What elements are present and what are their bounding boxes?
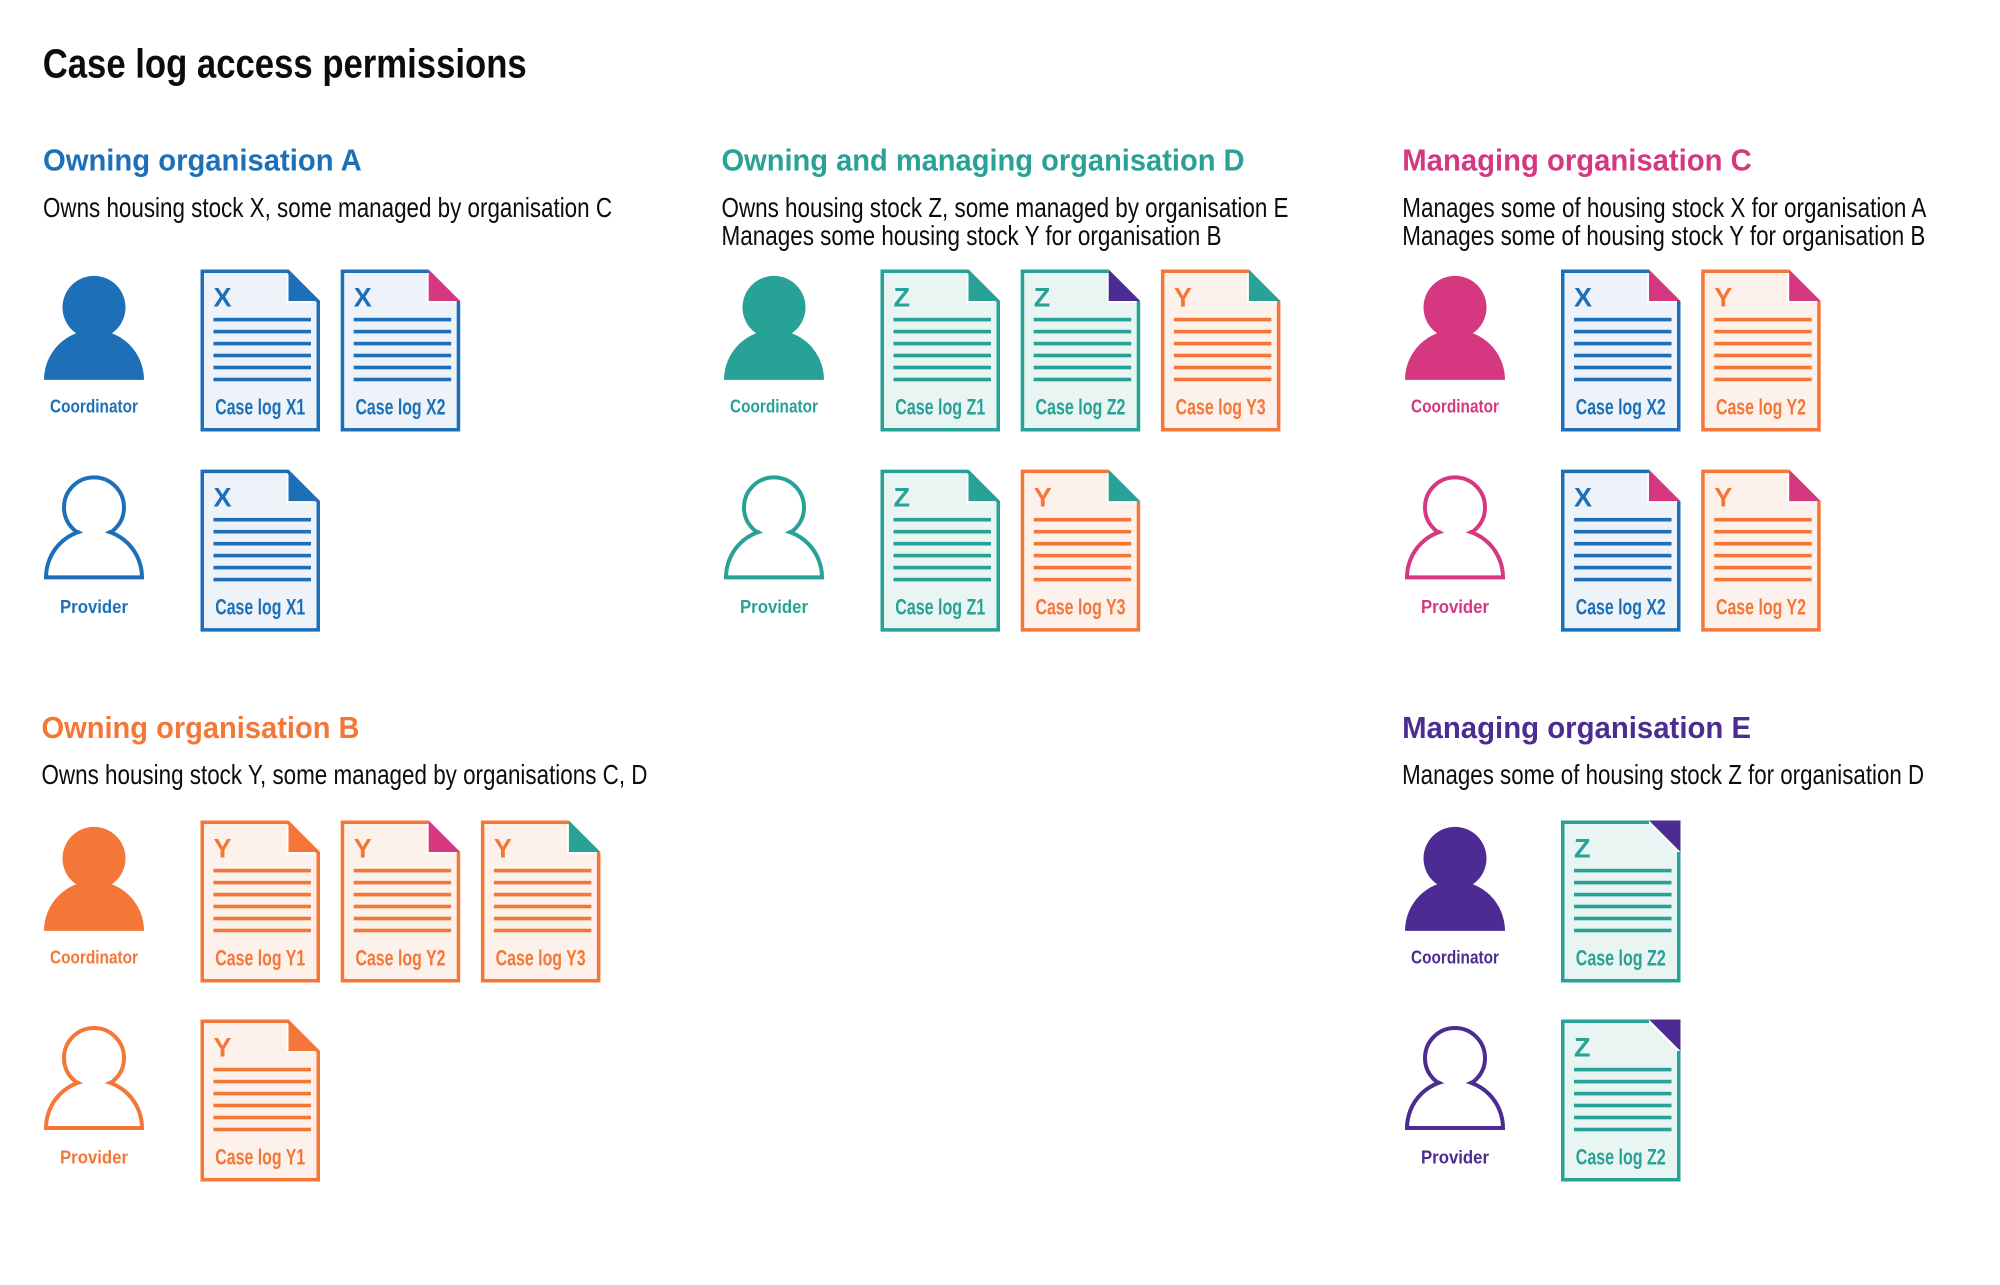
svg-text:Case log X2: Case log X2	[355, 395, 445, 420]
svg-text:Managing organisation C: Managing organisation C	[1402, 142, 1752, 177]
svg-text:Case log Y1: Case log Y1	[215, 1145, 305, 1170]
svg-text:Z: Z	[1574, 1033, 1591, 1063]
svg-text:Manages some of housing stock: Manages some of housing stock X for orga…	[1402, 192, 1927, 223]
svg-text:Managing organisation E: Managing organisation E	[1402, 710, 1751, 745]
svg-text:Z: Z	[1574, 834, 1591, 864]
svg-text:Y: Y	[1034, 483, 1052, 513]
svg-text:Case log Z2: Case log Z2	[1576, 946, 1666, 971]
svg-text:Owns housing stock Z, some man: Owns housing stock Z, some managed by or…	[722, 192, 1289, 223]
svg-text:Z: Z	[894, 483, 911, 513]
svg-text:Case log Y3: Case log Y3	[1035, 595, 1125, 620]
svg-text:Owning organisation A: Owning organisation A	[43, 142, 362, 177]
svg-text:Case log Z2: Case log Z2	[1576, 1145, 1666, 1170]
svg-text:Case log Y3: Case log Y3	[1176, 395, 1266, 420]
svg-text:Manages some of housing stock: Manages some of housing stock Y for orga…	[1402, 220, 1925, 251]
svg-text:Coordinator: Coordinator	[1411, 946, 1499, 967]
svg-text:Owns housing stock Y, some man: Owns housing stock Y, some managed by or…	[42, 759, 648, 790]
svg-text:Owning organisation B: Owning organisation B	[42, 710, 360, 745]
svg-text:Y: Y	[494, 834, 512, 864]
svg-text:Coordinator: Coordinator	[730, 395, 818, 416]
svg-text:Owning and managing organisati: Owning and managing organisation D	[722, 142, 1245, 177]
svg-text:Provider: Provider	[1421, 596, 1489, 617]
svg-text:X: X	[354, 283, 372, 313]
svg-text:Case log Y3: Case log Y3	[496, 946, 586, 971]
svg-text:Y: Y	[1714, 283, 1732, 313]
svg-text:Case log Y1: Case log Y1	[215, 946, 305, 971]
svg-text:Provider: Provider	[60, 1147, 128, 1168]
svg-text:Case log Z1: Case log Z1	[895, 595, 985, 620]
svg-text:X: X	[214, 483, 232, 513]
svg-text:Y: Y	[1714, 483, 1732, 513]
svg-text:Y: Y	[214, 1033, 232, 1063]
svg-text:Y: Y	[354, 834, 372, 864]
svg-text:Manages some of housing stock: Manages some of housing stock Z for orga…	[1402, 759, 1924, 790]
svg-text:Provider: Provider	[1421, 1147, 1489, 1168]
svg-text:Owns housing stock X, some man: Owns housing stock X, some managed by or…	[43, 192, 612, 223]
svg-text:Case log Y2: Case log Y2	[1716, 395, 1806, 420]
svg-text:Manages some housing stock Y f: Manages some housing stock Y for organis…	[722, 220, 1222, 251]
svg-text:Case log X1: Case log X1	[215, 595, 305, 620]
svg-text:Case log access permissions: Case log access permissions	[43, 40, 527, 86]
svg-text:X: X	[214, 283, 232, 313]
svg-text:Z: Z	[1034, 283, 1051, 313]
svg-text:Case log X2: Case log X2	[1576, 395, 1666, 420]
svg-text:Case log X1: Case log X1	[215, 395, 305, 420]
svg-text:Y: Y	[1174, 283, 1192, 313]
svg-text:Case log X2: Case log X2	[1576, 595, 1666, 620]
svg-text:X: X	[1574, 483, 1592, 513]
svg-text:X: X	[1574, 283, 1592, 313]
svg-text:Provider: Provider	[60, 596, 128, 617]
svg-text:Coordinator: Coordinator	[50, 946, 138, 967]
svg-text:Provider: Provider	[740, 596, 808, 617]
svg-text:Z: Z	[894, 283, 911, 313]
svg-text:Y: Y	[214, 834, 232, 864]
svg-text:Case log Y2: Case log Y2	[1716, 595, 1806, 620]
svg-text:Coordinator: Coordinator	[50, 395, 138, 416]
svg-text:Coordinator: Coordinator	[1411, 395, 1499, 416]
svg-text:Case log Y2: Case log Y2	[355, 946, 445, 971]
svg-text:Case log Z2: Case log Z2	[1035, 395, 1125, 420]
svg-text:Case log Z1: Case log Z1	[895, 395, 985, 420]
